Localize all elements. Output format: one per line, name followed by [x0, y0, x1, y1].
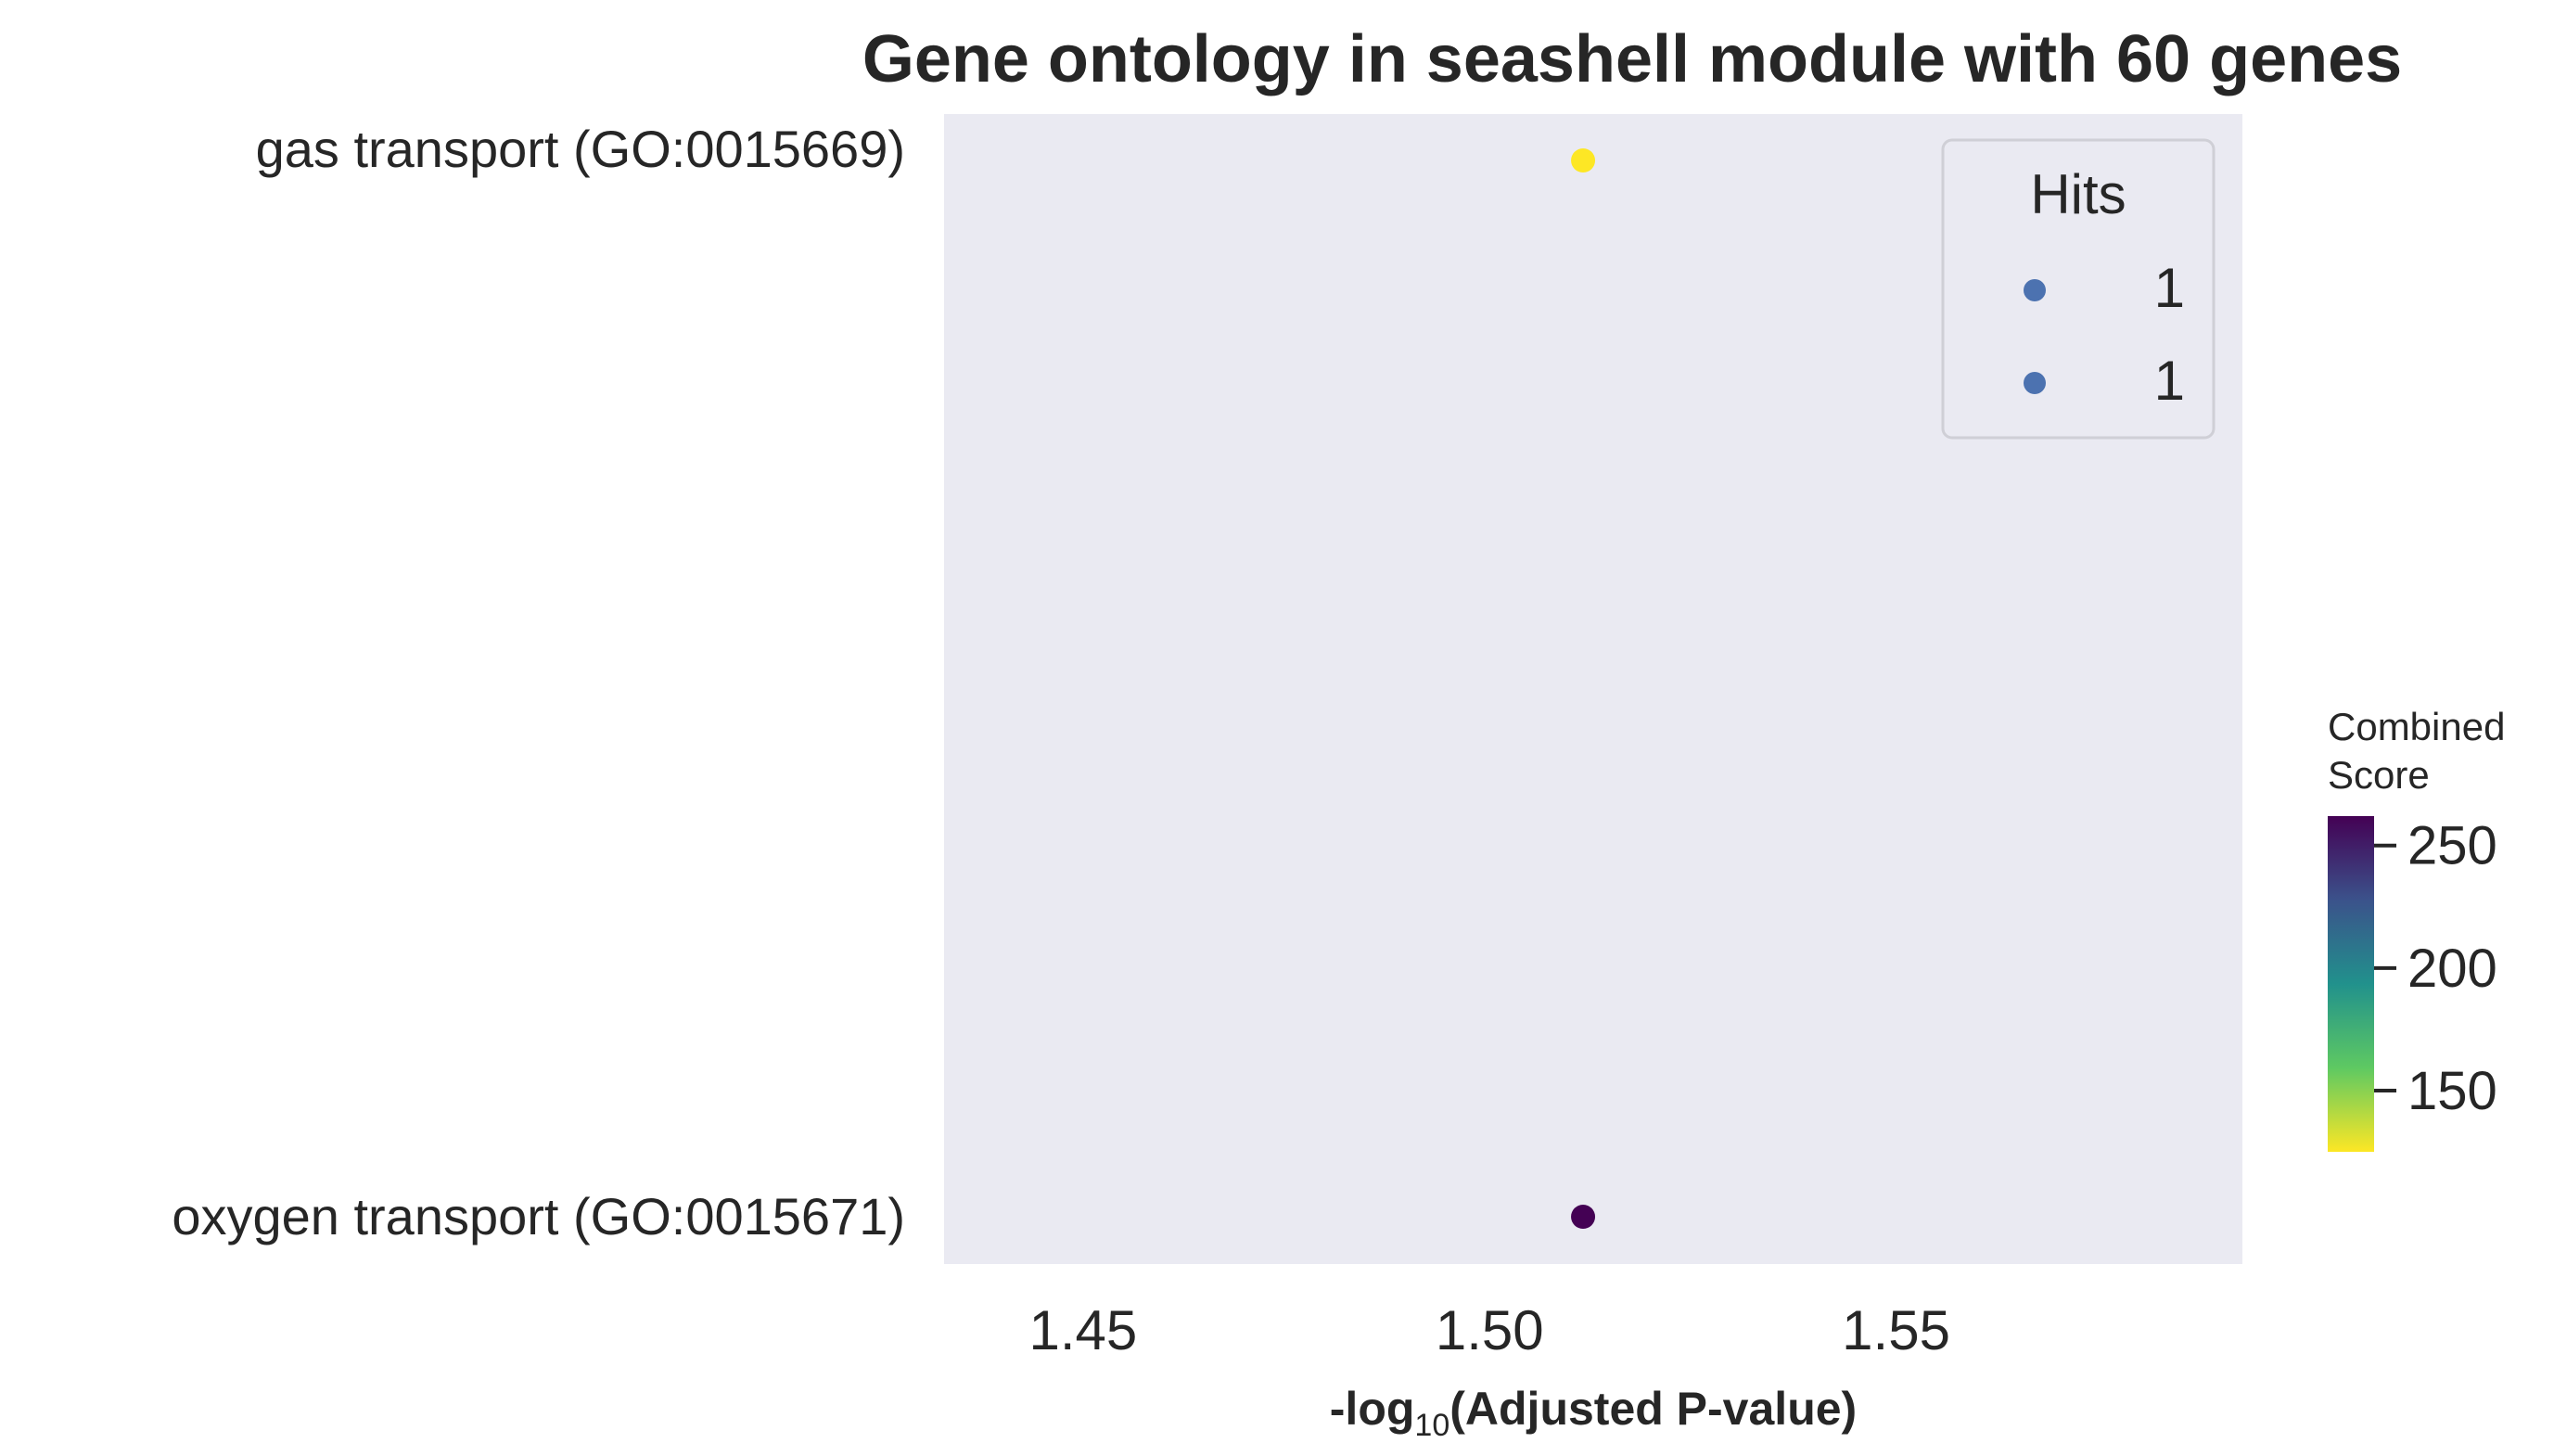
y-tick-label: gas transport (GO:0015669)	[256, 120, 905, 178]
legend-marker	[2024, 372, 2046, 394]
x-axis-label-suffix: (Adjusted P-value)	[1449, 1383, 1857, 1435]
legend-title: Hits	[2030, 163, 2126, 225]
colorbar-tick-label: 250	[2407, 816, 2497, 876]
x-tick-label: 1.45	[1029, 1299, 1138, 1361]
data-points	[1571, 148, 1596, 1229]
legend: Hits 1 1	[1941, 138, 2216, 440]
x-tick-label: 1.50	[1436, 1299, 1544, 1361]
colorbar-gradient	[2328, 816, 2374, 1152]
x-axis-label-prefix: -log	[1330, 1383, 1415, 1435]
colorbar-tick-label: 200	[2407, 939, 2497, 999]
legend-box	[1941, 138, 2216, 440]
colorbar-title-line1: Combined	[2328, 705, 2505, 748]
x-axis-label: -log10(Adjusted P-value)	[1330, 1383, 1857, 1443]
y-tick-label: oxygen transport (GO:0015671)	[172, 1187, 905, 1245]
chart-title: Gene ontology in seashell module with 60…	[862, 22, 2402, 96]
legend-marker	[2024, 279, 2046, 301]
colorbar-ticks: 150 200 250	[2374, 816, 2497, 1121]
colorbar: Combined Score 150 200 250	[2328, 705, 2505, 1152]
x-tick-group: 1.45 1.50 1.55	[1029, 1299, 1950, 1361]
colorbar-tick-label: 150	[2407, 1061, 2497, 1121]
legend-entry-label: 1	[2154, 257, 2185, 319]
data-point-oxygen-transport	[1571, 1205, 1596, 1229]
data-point-gas-transport	[1571, 148, 1596, 172]
x-axis-label-subscript: 10	[1414, 1408, 1449, 1443]
x-tick-label: 1.55	[1842, 1299, 1950, 1361]
colorbar-title-line2: Score	[2328, 753, 2430, 797]
legend-entry-label: 1	[2154, 350, 2185, 412]
